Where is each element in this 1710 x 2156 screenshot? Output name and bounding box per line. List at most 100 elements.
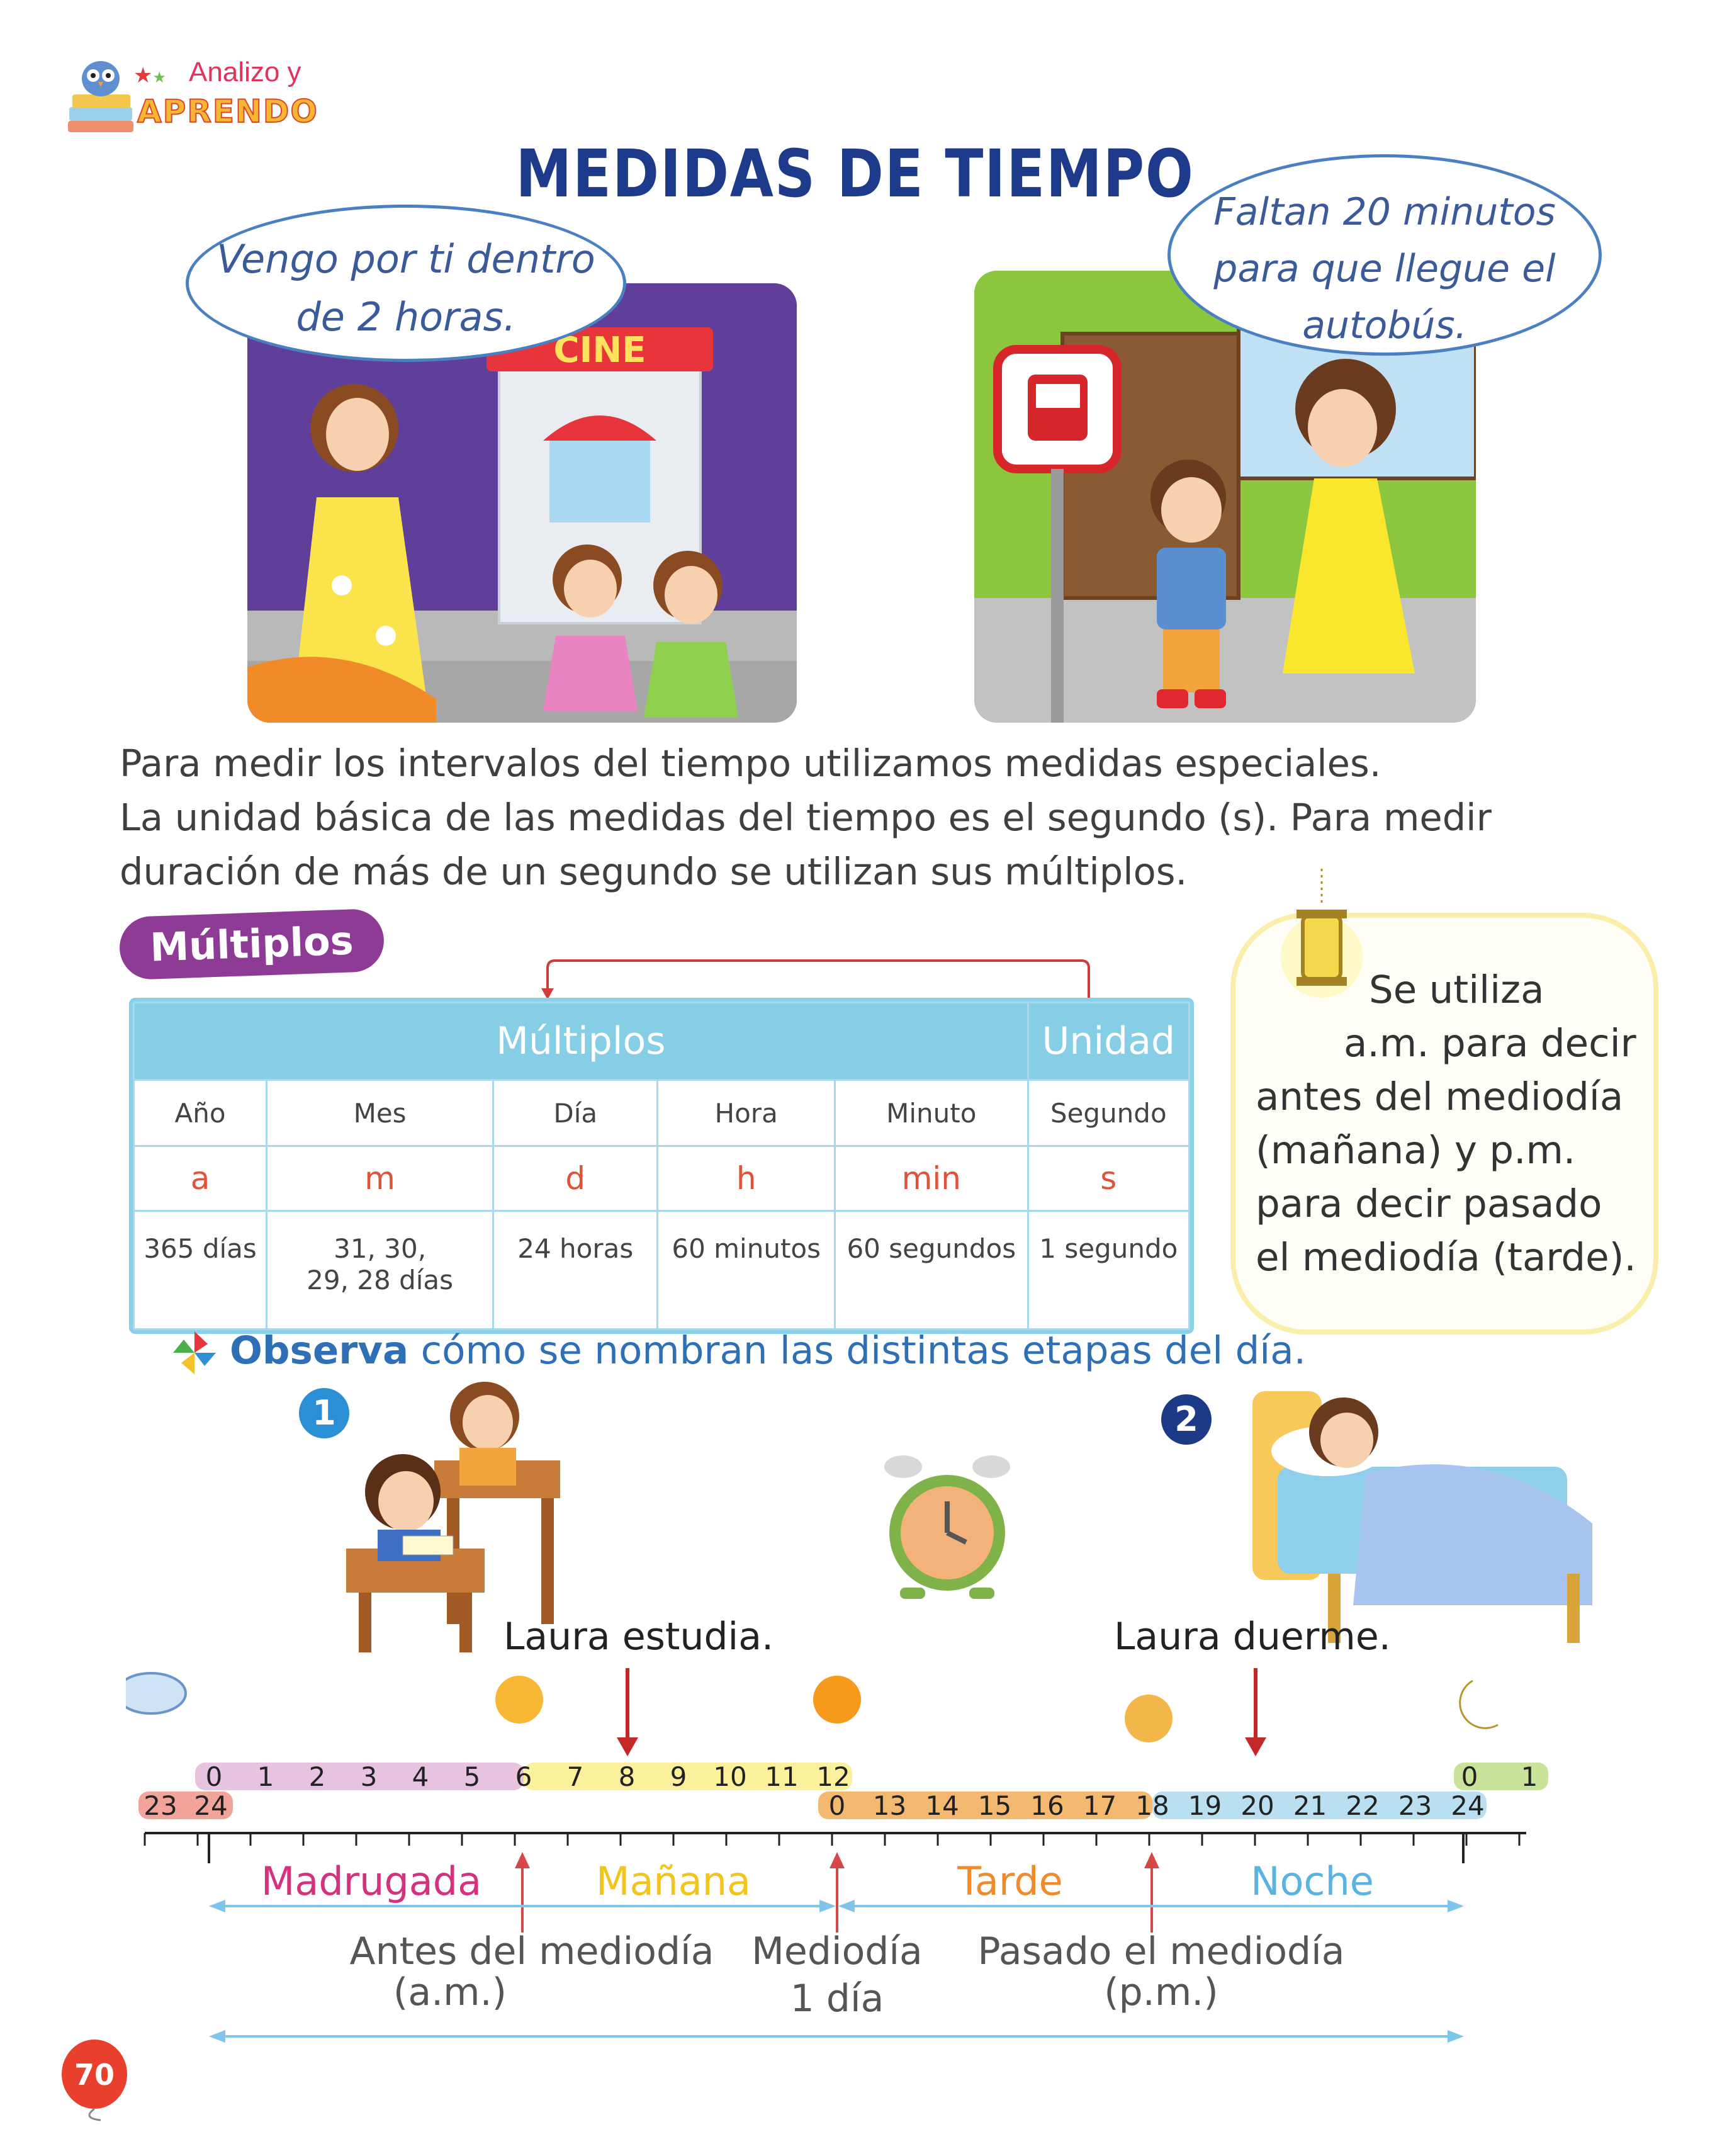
table-row-names: Año Mes Día Hora Minuto Segundo (133, 1079, 1190, 1147)
page-number-balloon: 70 (62, 2040, 127, 2121)
hour-label-am: 1 (257, 1761, 274, 1792)
hour-label-pm: 20 (1240, 1790, 1274, 1821)
intro-paragraph: Para medir los intervalos del tiempo uti… (120, 737, 1567, 899)
hour-label-pm: 16 (1030, 1790, 1064, 1821)
hour-label-am: 8 (619, 1761, 636, 1792)
girl-sleeping-illustration (1252, 1391, 1592, 1643)
hour-label-pm: 23 (1398, 1790, 1432, 1821)
band-previous-day (138, 1792, 233, 1819)
label-am-line1: Antes del mediodía (350, 1929, 714, 1973)
number-badge-2: 2 (1161, 1394, 1212, 1445)
hour-label-am: 0 (206, 1761, 223, 1792)
time-units-table: Múltiplos Unidad Año Mes Día Hora Minuto… (129, 998, 1194, 1334)
hour-label-am: 4 (412, 1761, 429, 1792)
equivalence-mes-line1: 31, 30, (334, 1233, 427, 1264)
study-time-arrowhead (617, 1737, 638, 1756)
symbol-cell: a (133, 1145, 268, 1212)
pinwheel-icon (173, 1331, 216, 1374)
hour-label-pm: 24 (1451, 1790, 1484, 1821)
band-next-day (1454, 1763, 1548, 1790)
page-number: 70 (74, 2058, 115, 2092)
name-cell: Día (492, 1079, 659, 1147)
band-tarde (818, 1792, 1152, 1819)
equivalence-cell: 60 minutos (656, 1210, 836, 1330)
label-pm-line2: (p.m.) (1104, 1970, 1218, 2014)
period-label: Tarde (957, 1858, 1063, 1904)
equivalence-cell: 60 segundos (833, 1210, 1029, 1330)
equivalence-cell: 1 segundo (1027, 1210, 1190, 1330)
hour-label-pm: 19 (1188, 1790, 1222, 1821)
sleep-time-arrowhead (1245, 1737, 1266, 1756)
day-span-arrow-right (1448, 2030, 1464, 2043)
hour-label-pm: 14 (925, 1790, 959, 1821)
band-manana (524, 1763, 852, 1790)
symbol-cell: h (656, 1145, 836, 1212)
day-timeline: 0 1 2 3 4 5 6 7 8 9 10 11 120 13 14 15 16 17 18 19 20 21 22 23 2… (126, 1668, 1548, 2043)
equivalence-cell: 365 días (133, 1210, 268, 1330)
equivalence-cell-mes: 31, 30, 29, 28 días (266, 1210, 495, 1330)
band-noche (1152, 1792, 1487, 1819)
observa-line: Observa cómo se nombran las distintas et… (230, 1328, 1306, 1373)
table-header-row: Múltiplos Unidad (133, 1002, 1190, 1081)
marker-6-arrowhead (515, 1852, 530, 1868)
hour-label-pm: 17 (1083, 1790, 1117, 1821)
note-line4: (mañana) y p.m. (1256, 1128, 1576, 1173)
symbol-cell: s (1027, 1145, 1190, 1212)
noon-sun-icon (813, 1676, 861, 1724)
speech-left-line2: de 2 horas. (296, 294, 516, 340)
caption-sleep: Laura duerme. (1114, 1615, 1391, 1659)
note-text: Se utiliza a.m. para decir antes del med… (1256, 963, 1658, 1284)
symbol-cell: m (266, 1145, 495, 1212)
multiplos-badge: Múltiplos (118, 908, 385, 981)
intro-line2: La unidad básica de las medidas del tiem… (120, 796, 1492, 839)
hour-label-am: 3 (361, 1761, 378, 1792)
speech-right-line1: Faltan 20 minutos (1213, 190, 1556, 234)
hour-label-pm: 13 (873, 1790, 906, 1821)
intro-line3: duración de más de un segundo se utiliza… (120, 850, 1188, 893)
hour-label-pm: 18 (1135, 1790, 1169, 1821)
moon-icon (1459, 1679, 1499, 1729)
cinema-illustration: CINE (247, 283, 797, 723)
cinema-sign: CINE (553, 330, 646, 371)
caption-study: Laura estudia. (503, 1615, 774, 1659)
speech-left-line1: Vengo por ti dentro (217, 236, 595, 282)
hour-label-am: 5 (464, 1761, 481, 1792)
hour-label-pm: 15 (978, 1790, 1011, 1821)
owl-books-icon (68, 61, 133, 132)
page-title: MEDIDAS DE TIEMPO (515, 135, 1195, 212)
girls-studying-illustration (346, 1382, 560, 1652)
hour-label-previous: 24 (194, 1790, 227, 1821)
hour-label-pm: 21 (1293, 1790, 1327, 1821)
pm-span-arrow-right (1448, 1900, 1464, 1912)
hour-label-am: 12 (816, 1761, 850, 1792)
label-am-line2: (a.m.) (393, 1970, 507, 2014)
table-row-symbols: a m d h min s (133, 1145, 1190, 1212)
hour-label-am: 6 (515, 1761, 532, 1792)
marker-18-arrowhead (1144, 1852, 1159, 1868)
multiples-arrow (541, 959, 1090, 1001)
note-line2: a.m. para decir (1344, 1021, 1636, 1066)
speech-bubble-left: Vengo por ti dentro de 2 horas. (186, 205, 626, 362)
note-line6: el mediodía (tarde). (1256, 1235, 1636, 1280)
label-noon-line1: Mediodía (751, 1929, 923, 1973)
period-label: Noche (1251, 1858, 1374, 1904)
hour-label-pm: 22 (1346, 1790, 1379, 1821)
note-line3: antes del mediodía (1256, 1075, 1624, 1119)
pm-span-arrow-left (838, 1900, 855, 1912)
sunrise-icon (495, 1676, 543, 1724)
number-badge-1: 1 (299, 1388, 349, 1438)
note-line1: Se utiliza (1369, 968, 1544, 1012)
speech-right-line3: autobús. (1302, 303, 1467, 347)
name-cell: Minuto (833, 1079, 1029, 1147)
header-multiplos: Múltiplos (133, 1002, 1029, 1081)
hour-label-am: 2 (309, 1761, 326, 1792)
alarm-clock-illustration (884, 1455, 1010, 1599)
hour-label-previous: 23 (143, 1790, 177, 1821)
header-unidad: Unidad (1027, 1002, 1190, 1081)
lamp-icon (1281, 869, 1363, 998)
speech-bubble-right: Faltan 20 minutos para que llegue el aut… (1167, 154, 1602, 356)
label-noon-line2: 1 día (790, 1977, 884, 2021)
equivalence-cell: 24 horas (492, 1210, 659, 1330)
table-row-equivalences: 365 días 31, 30, 29, 28 días 24 horas 60… (133, 1210, 1190, 1330)
marker-noon-arrowhead (830, 1852, 845, 1868)
